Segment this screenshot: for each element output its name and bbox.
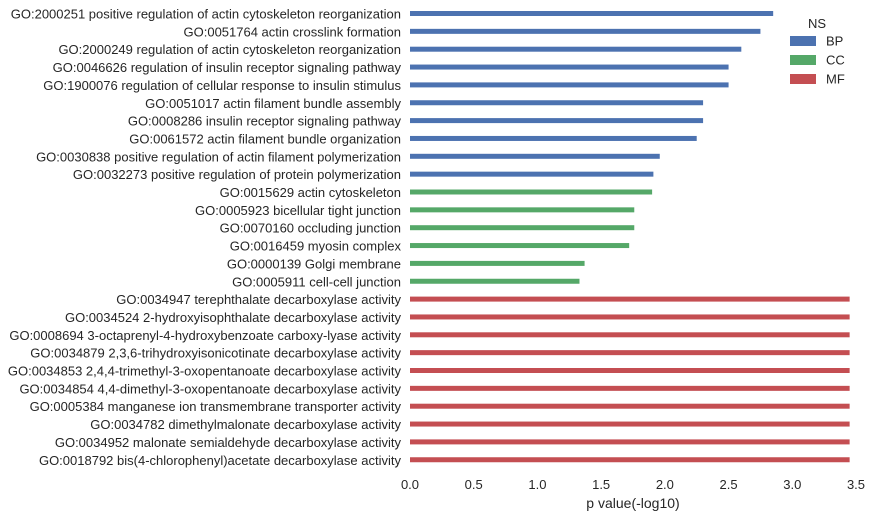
category-label: GO:0034854 4,4-dimethyl-3-oxopentanoate … [19,381,401,396]
bar-cc [410,260,585,266]
category-label: GO:0000139 Golgi membrane [227,256,401,271]
bar-bp [410,118,704,124]
category-label: GO:0016459 myosin complex [230,239,402,254]
bar-mf [410,421,850,427]
category-label: GO:0034947 terephthalate decarboxylase a… [116,292,401,307]
category-label: GO:0034782 dimethylmalonate decarboxylas… [90,417,401,432]
x-tick-label: 0.0 [401,477,419,492]
category-label: GO:0070160 occluding junction [220,221,401,236]
legend-swatch-cc [790,55,816,65]
category-label: GO:0005923 bicellular tight junction [195,203,401,218]
bar-bp [410,64,729,70]
bar-mf [410,332,850,338]
legend-label-cc: CC [826,53,845,68]
bars-layer [410,11,850,463]
bar-cc [410,189,653,195]
bar-mf [410,368,850,373]
category-label: GO:0034879 2,3,6-trihydroxyisonicotinate… [30,346,401,361]
category-label: GO:0015629 actin cytoskeleton [220,185,401,200]
x-tick-label: 1.0 [528,477,546,492]
category-label: GO:0005384 manganese ion transmembrane t… [30,399,402,414]
x-tick-label: 0.5 [465,477,483,492]
legend-title: NS [808,16,826,31]
category-label: GO:0034853 2,4,4-trimethyl-3-oxopentanoa… [8,364,402,379]
x-tick-label: 2.0 [656,477,674,492]
legend-label-bp: BP [826,34,843,49]
bar-cc [410,243,630,249]
bar-bp [410,28,761,34]
bar-bp [410,135,697,141]
category-label: GO:0005911 cell-cell junction [232,274,401,289]
bar-mf [410,296,850,302]
category-label: GO:2000251 positive regulation of actin … [11,7,401,22]
bar-mf [410,403,850,409]
category-labels: GO:2000251 positive regulation of actin … [8,7,402,468]
legend-swatch-bp [790,36,816,46]
x-tick-label: 1.5 [592,477,610,492]
x-axis-title: p value(-log10) [586,495,679,511]
category-label: GO:0051764 actin crosslink formation [184,24,402,39]
bar-bp [410,11,774,16]
bar-mf [410,314,850,320]
category-label: GO:0034524 2-hydroxyisophthalate decarbo… [65,310,402,325]
bar-cc [410,278,580,284]
bar-cc [410,207,635,213]
x-tick-label: 2.5 [720,477,738,492]
category-label: GO:0051017 actin filament bundle assembl… [145,96,401,111]
x-axis-ticks: 0.0 0.5 1.0 1.5 2.0 2.5 3.0 3.5 [401,477,865,492]
bar-bp [410,100,704,106]
category-label: GO:0030838 positive regulation of actin … [36,149,401,164]
category-label: GO:0046626 regulation of insulin recepto… [53,60,402,75]
legend-swatch-mf [790,74,816,84]
bar-bp [410,171,654,177]
category-label: GO:0008694 3-octaprenyl-4-hydroxybenzoat… [9,328,401,343]
x-tick-label: 3.0 [783,477,801,492]
bar-mf [410,385,850,391]
bar-bp [410,46,742,52]
bar-mf [410,350,850,356]
x-tick-label: 3.5 [847,477,865,492]
legend-label-mf: MF [826,72,845,87]
category-label: GO:0032273 positive regulation of protei… [73,167,401,182]
category-label: GO:2000249 regulation of actin cytoskele… [58,42,401,57]
bar-bp [410,82,729,88]
bar-mf [410,457,850,463]
category-label: GO:1900076 regulation of cellular respon… [43,78,401,93]
category-label: GO:0018792 bis(4-chlorophenyl)acetate de… [39,453,402,468]
bar-mf [410,439,850,445]
category-label: GO:0034952 malonate semialdehyde decarbo… [55,435,402,450]
bar-cc [410,225,635,231]
category-label: GO:0061572 actin filament bundle organiz… [129,131,401,146]
category-label: GO:0008286 insulin receptor signaling pa… [128,114,402,129]
bar-bp [410,153,660,159]
